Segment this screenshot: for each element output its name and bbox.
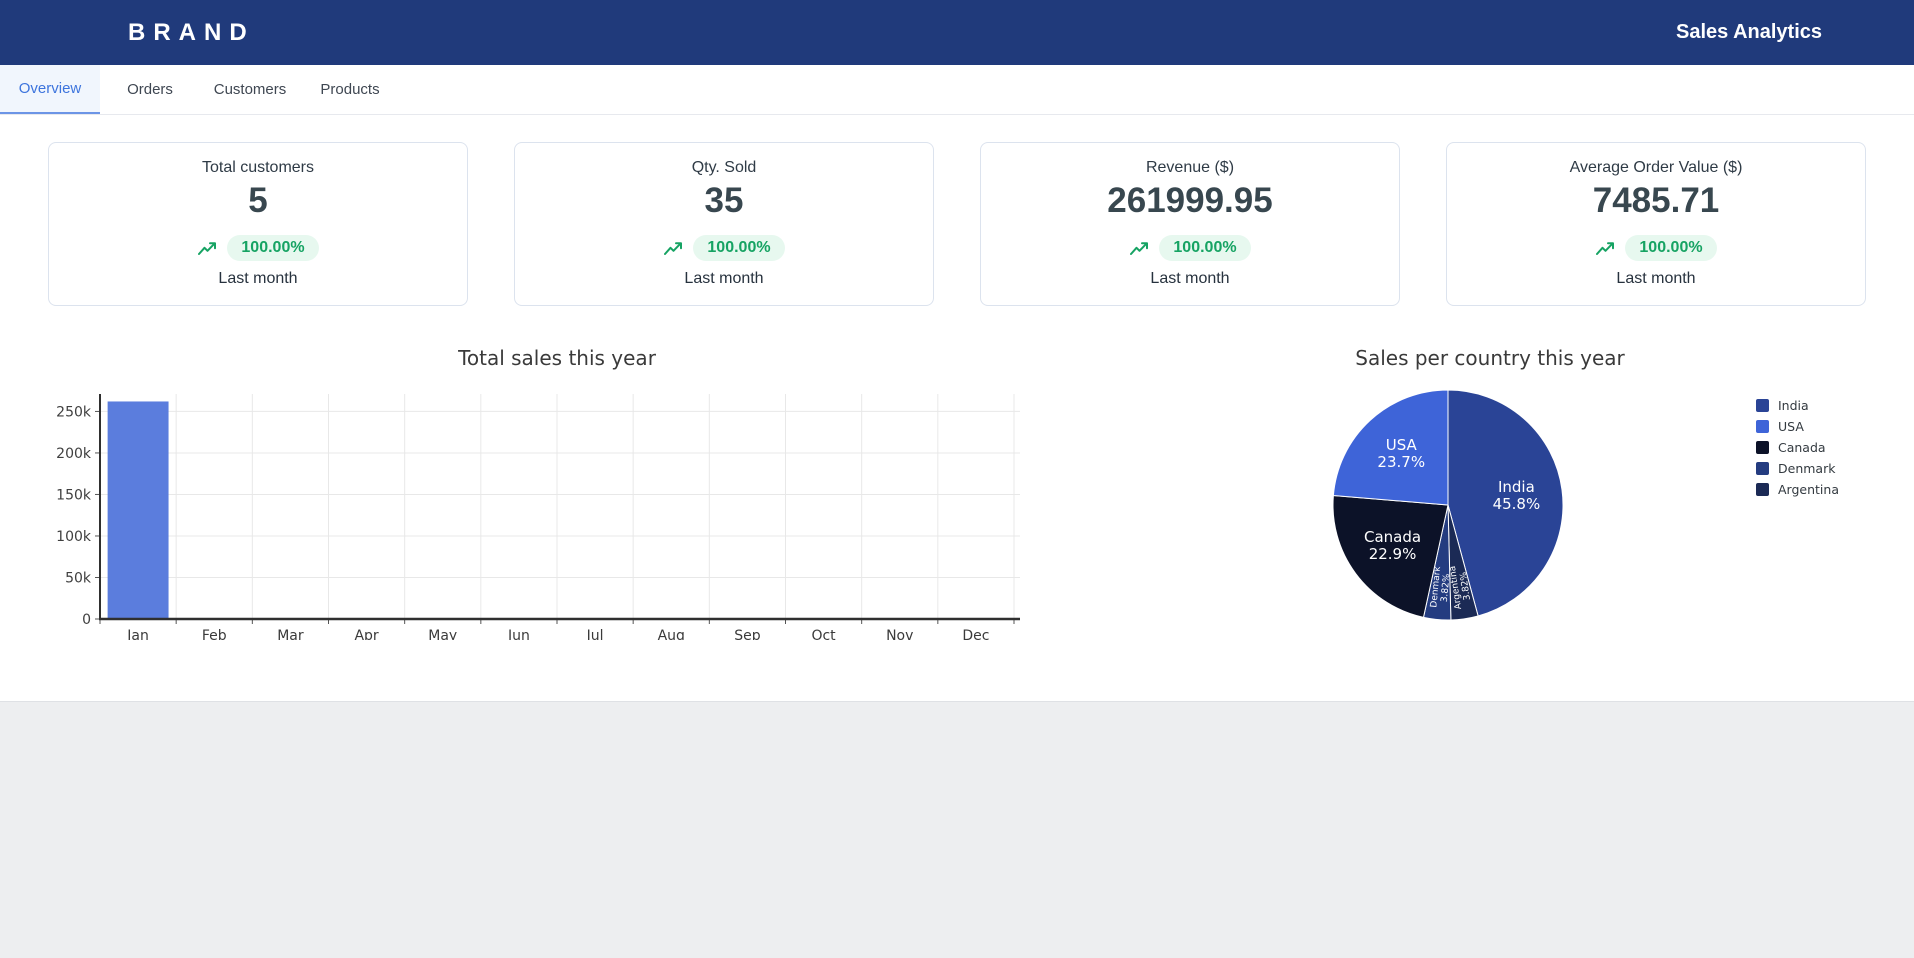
- pie-label-usa: USA: [1386, 436, 1418, 454]
- legend-item-india[interactable]: India: [1756, 398, 1839, 413]
- stat-card-value: 5: [248, 181, 268, 220]
- legend-swatch-usa: [1756, 420, 1769, 433]
- legend-swatch-argentina: [1756, 483, 1769, 496]
- pie-label-pct-usa: 23.7%: [1377, 453, 1425, 471]
- page-title: Sales Analytics: [1675, 21, 1822, 43]
- pie-label-pct-canada: 22.9%: [1369, 545, 1417, 563]
- y-tick-label: 150k: [56, 487, 92, 503]
- trend-line: [1130, 242, 1148, 255]
- trend-arrowhead: [1607, 241, 1615, 249]
- pie-slice-canada[interactable]: [1332, 495, 1449, 618]
- stat-card-total-customers: Total customers 5 100.00% Last month: [48, 142, 468, 306]
- trend-up-icon: [664, 241, 683, 255]
- stat-card-period: Last month: [684, 270, 764, 287]
- bar-jan[interactable]: [107, 401, 169, 619]
- stat-card-title: Average Order Value ($): [1569, 159, 1743, 176]
- stat-card-change-row: 100.00%: [197, 235, 319, 261]
- stat-card-title: Revenue ($): [1145, 159, 1235, 176]
- stat-card-title: Total customers: [201, 159, 315, 176]
- trend-up-icon: [198, 241, 217, 255]
- trend-up-icon: [1130, 241, 1149, 255]
- pie-label-canada: Canada: [1364, 528, 1421, 546]
- legend-item-usa[interactable]: USA: [1756, 419, 1839, 434]
- pie-legend: India USA Canada Denmark Argentina: [1756, 398, 1839, 497]
- y-tick-label: 200k: [56, 446, 92, 462]
- stat-card-value: 7485.71: [1592, 181, 1720, 220]
- legend-swatch-denmark: [1756, 462, 1769, 475]
- stat-card-qty-sold: Qty. Sold 35 100.00% Last month: [514, 142, 934, 306]
- tab-products[interactable]: Products: [320, 81, 380, 98]
- legend-swatch-india: [1756, 399, 1769, 412]
- legend-item-argentina[interactable]: Argentina: [1756, 482, 1839, 497]
- pie-slice-india[interactable]: [1447, 389, 1564, 617]
- x-tick-label-nov: Nov: [886, 628, 913, 640]
- x-tick-label-jul: Jul: [586, 628, 604, 640]
- x-tick-label-aug: Aug: [658, 628, 685, 640]
- stat-cards-row: Total customers 5 100.00% Last month Qty. So…: [48, 142, 1866, 306]
- pie-slice-usa[interactable]: [1332, 389, 1449, 506]
- legend-swatch-canada: [1756, 441, 1769, 454]
- y-tick-label: 250k: [56, 404, 92, 420]
- content-panel: Total customers 5 100.00% Last month Qty. So…: [0, 115, 1914, 702]
- stat-card-value: 35: [704, 181, 744, 220]
- change-badge: 100.00%: [1159, 235, 1251, 261]
- x-tick-label-sep: Sep: [734, 628, 761, 640]
- x-tick-label-jan: Jan: [126, 628, 149, 640]
- legend-label-denmark: Denmark: [1778, 461, 1836, 476]
- pie-chart-title: Sales per country this year: [1355, 346, 1625, 370]
- tab-overview[interactable]: Overview: [0, 65, 100, 114]
- trend-arrowhead: [675, 241, 683, 249]
- change-badge: 100.00%: [227, 235, 319, 261]
- stat-card-period: Last month: [1150, 270, 1230, 287]
- tab-bar: Overview Orders Customers Products: [0, 65, 1914, 115]
- stat-card-period: Last month: [1616, 270, 1696, 287]
- legend-label-usa: USA: [1778, 419, 1804, 434]
- stat-card-change-row: 100.00%: [663, 235, 785, 261]
- x-tick-label-dec: Dec: [962, 628, 989, 640]
- legend-item-canada[interactable]: Canada: [1756, 440, 1839, 455]
- stat-card-value: 261999.95: [1107, 181, 1273, 220]
- x-tick-label-oct: Oct: [811, 628, 836, 640]
- stat-card-revenue: Revenue ($) 261999.95 100.00% Last month: [980, 142, 1400, 306]
- tab-customers[interactable]: Customers: [213, 81, 287, 98]
- stat-card-title: Qty. Sold: [691, 159, 757, 176]
- pie-label-india: India: [1498, 478, 1535, 496]
- change-badge: 100.00%: [693, 235, 785, 261]
- legend-label-india: India: [1778, 398, 1809, 413]
- y-tick-label: 100k: [56, 529, 92, 545]
- brand-logo: BRAND: [128, 18, 255, 46]
- x-tick-label-feb: Feb: [202, 628, 227, 640]
- app-header: BRAND Sales Analytics: [0, 0, 1914, 65]
- legend-item-denmark[interactable]: Denmark: [1756, 461, 1839, 476]
- tab-orders[interactable]: Orders: [127, 81, 173, 98]
- bar-chart: 0 50k 100k 150k 200k 250k Jan Feb Mar Apr May Jun Ju…: [56, 394, 1020, 640]
- y-tick-label: 0: [82, 612, 91, 628]
- trend-up-icon: [1596, 241, 1615, 255]
- stat-card-change-row: 100.00%: [1595, 235, 1717, 261]
- stat-card-average-order-value: Average Order Value ($) 7485.71 100.00% Las…: [1446, 142, 1866, 306]
- legend-label-argentina: Argentina: [1778, 482, 1839, 497]
- legend-label-canada: Canada: [1778, 440, 1826, 455]
- x-tick-label-jun: Jun: [507, 628, 530, 640]
- bar-chart-title: Total sales this year: [458, 346, 656, 370]
- stat-card-change-row: 100.00%: [1129, 235, 1251, 261]
- x-tick-label-mar: Mar: [277, 628, 304, 640]
- change-badge: 100.00%: [1625, 235, 1717, 261]
- stat-card-period: Last month: [218, 270, 298, 287]
- trend-line: [1596, 242, 1614, 255]
- trend-arrowhead: [1141, 241, 1149, 249]
- x-tick-label-may: May: [428, 628, 457, 640]
- pie-chart: India45.8%Argentina3.82%Denmark3.82%Cana…: [1332, 389, 1564, 621]
- pie-label-pct-india: 45.8%: [1493, 495, 1541, 513]
- y-tick-label: 50k: [65, 570, 92, 586]
- pie-label-argentina: Argentina3.82%: [1448, 564, 1474, 610]
- trend-arrowhead: [209, 241, 217, 249]
- x-tick-label-apr: Apr: [354, 628, 378, 640]
- trend-line: [198, 242, 216, 255]
- trend-line: [664, 242, 682, 255]
